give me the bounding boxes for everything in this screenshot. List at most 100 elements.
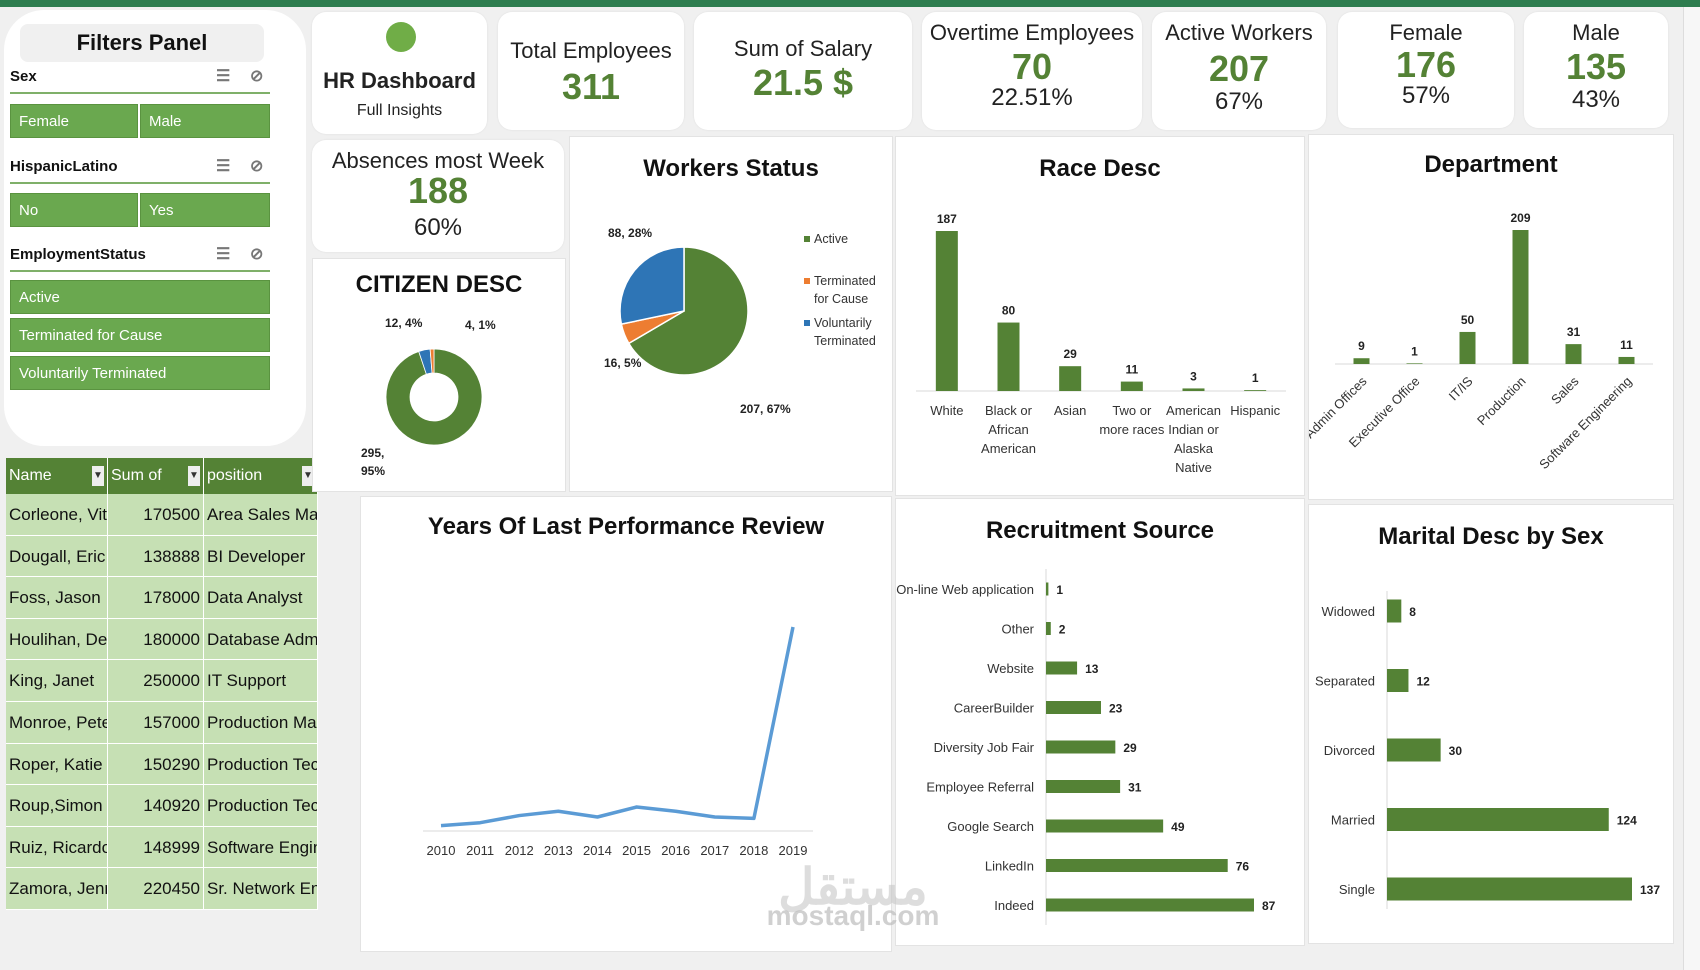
pie-slice bbox=[619, 246, 685, 326]
slicer-employment-voluntary[interactable]: Voluntarily Terminated bbox=[10, 356, 270, 390]
kpi-title: Total Employees bbox=[510, 38, 672, 63]
clear-filter-icon[interactable]: ⊘ bbox=[250, 158, 264, 175]
donut-data-label: 295, 95% bbox=[361, 446, 385, 478]
table-cell-salary: 180000 bbox=[108, 618, 204, 661]
x-tick-label: 2011 bbox=[466, 843, 494, 858]
kpi-title: Overtime Employees bbox=[929, 20, 1135, 45]
table-cell-position: Database Administrator bbox=[204, 618, 318, 661]
slicer-employment-terminated[interactable]: Terminated for Cause bbox=[10, 318, 270, 352]
legend-label: for Cause bbox=[814, 292, 868, 306]
bar bbox=[935, 231, 958, 391]
race-desc-panel: Race Desc 187 White 80 Black or African Ameri… bbox=[895, 136, 1305, 496]
table-cell-salary: 170500 bbox=[108, 494, 204, 536]
table-cell-position: BI Developer bbox=[204, 535, 318, 578]
x-tick-label: 2010 bbox=[427, 843, 456, 858]
kpi-active-workers: Active Workers 207 67% bbox=[1152, 12, 1326, 130]
table-cell-position: Software Engineer bbox=[204, 826, 318, 869]
table-row[interactable]: Zamora, Jennifer220450Sr. Network Engine… bbox=[6, 868, 318, 910]
legend-label: Voluntarily bbox=[814, 316, 872, 330]
bar bbox=[1387, 599, 1402, 623]
workers-status-panel: Workers Status 207, 67% 16, 5% 88, 28% Acti… bbox=[569, 136, 893, 492]
chart-title: CITIZEN DESC bbox=[355, 271, 523, 298]
chart-title: Race Desc bbox=[1039, 155, 1161, 182]
bar-data-label: 3 bbox=[1190, 369, 1197, 383]
table-header-salary[interactable]: Sum of Salary ▼ bbox=[108, 458, 204, 520]
series-line bbox=[440, 626, 795, 828]
bar-data-label: 2 bbox=[1059, 623, 1066, 637]
kpi-percent: 43% bbox=[1571, 86, 1621, 113]
bar-data-label: 87 bbox=[1262, 899, 1276, 913]
legend-swatch bbox=[804, 320, 810, 326]
bar-data-label: 9 bbox=[1358, 339, 1365, 353]
watermark-latin: mostaql.com bbox=[766, 900, 940, 931]
x-tick-label: 2015 bbox=[622, 843, 651, 858]
table-row[interactable]: King, Janet 250000 IT Support bbox=[6, 660, 318, 702]
y-tick-label: Indeed bbox=[994, 898, 1034, 913]
bar-data-label: 23 bbox=[1109, 702, 1123, 716]
table-row[interactable]: Dougall, Eric 138888 BI Developer bbox=[6, 535, 318, 578]
kpi-female: Female 176 57% bbox=[1338, 12, 1514, 128]
x-tick-label: American Indian or Alaska Native bbox=[1166, 403, 1221, 475]
vertical-scrollbar[interactable] bbox=[1683, 7, 1700, 970]
header-card: HR Dashboard Full Insights bbox=[312, 12, 487, 134]
x-tick-label: Asian bbox=[1054, 403, 1087, 418]
bar bbox=[1046, 859, 1228, 872]
table-cell-name: Roper, Katie bbox=[6, 743, 108, 786]
clear-filter-icon[interactable]: ⊘ bbox=[250, 246, 264, 263]
x-tick-label: Two or more races bbox=[1099, 403, 1165, 437]
table-cell-position: Production Technician II bbox=[204, 785, 318, 827]
slicer-hispanic-yes[interactable]: Yes bbox=[140, 193, 270, 227]
slicer-sex-male[interactable]: Male bbox=[140, 104, 270, 138]
multi-select-icon[interactable]: ☰ bbox=[216, 68, 231, 85]
y-tick-label: CareerBuilder bbox=[954, 701, 1035, 716]
table-row[interactable]: Foss, Jason 178000 Data Analyst bbox=[6, 577, 318, 619]
table-row[interactable]: Houlihan, Debra180000Database Administra… bbox=[6, 618, 318, 661]
dropdown-icon[interactable]: ▼ bbox=[188, 466, 200, 486]
department-panel: Department 9 Admin Offices 1 Executive Offi… bbox=[1308, 134, 1674, 500]
slicer-employment-active[interactable]: Active bbox=[10, 280, 270, 314]
x-tick-label: IT/IS bbox=[1446, 373, 1476, 403]
table-header-position[interactable]: position ▼ bbox=[204, 458, 318, 494]
multi-select-icon[interactable]: ☰ bbox=[216, 246, 231, 263]
bar-data-label: 76 bbox=[1236, 860, 1250, 874]
bar bbox=[1059, 366, 1082, 391]
x-tick-label: White bbox=[930, 403, 963, 418]
donut-data-label: 12, 4% bbox=[385, 316, 423, 330]
slicer-hispanic-no[interactable]: No bbox=[10, 193, 138, 227]
table-cell-name: King, Janet bbox=[6, 660, 108, 702]
kpi-value: 207 bbox=[1208, 48, 1270, 89]
marital-desc-chart: 8 Widowed 12 Separated 30 Divorced 124 Married 1… bbox=[1315, 591, 1660, 909]
table-header-name[interactable]: Name ▼ bbox=[6, 458, 108, 494]
bar-data-label: 1 bbox=[1056, 583, 1063, 597]
dropdown-icon[interactable]: ▼ bbox=[92, 466, 104, 486]
table-cell-name: Dougall, Eric bbox=[6, 535, 108, 578]
citizen-desc-panel: CITIZEN DESC 295, 95% 12, 4% 4, 1% bbox=[312, 258, 566, 492]
race-desc-chart: 187 White 80 Black or African American 29 Asian… bbox=[916, 212, 1286, 475]
table-cell-salary: 150290 bbox=[108, 743, 204, 786]
table-cell-position: Area Sales Manager bbox=[204, 494, 318, 536]
kpi-value: 176 bbox=[1395, 44, 1457, 85]
slicer-hispanic-header: HispanicLatino ☰ ⊘ bbox=[10, 156, 270, 184]
table-cell-salary: 140920 bbox=[108, 785, 204, 827]
chart-title: Years Of Last Performance Review bbox=[427, 513, 825, 540]
table-cell-name: Ruiz, Ricardo bbox=[6, 826, 108, 869]
kpi-value: 311 bbox=[561, 66, 621, 107]
bar-data-label: 49 bbox=[1171, 820, 1185, 834]
multi-select-icon[interactable]: ☰ bbox=[216, 158, 231, 175]
bar-data-label: 1 bbox=[1252, 371, 1259, 385]
table-cell-salary: 157000 bbox=[108, 702, 204, 744]
table-header-position-label: position bbox=[207, 467, 263, 484]
slicer-sex-female[interactable]: Female bbox=[10, 104, 138, 138]
clear-filter-icon[interactable]: ⊘ bbox=[250, 68, 264, 85]
bar bbox=[1387, 669, 1409, 692]
marital-desc-panel: Marital Desc by Sex 8 Widowed 12 Separated 3… bbox=[1308, 504, 1674, 944]
pie-data-label: 207, 67% bbox=[740, 402, 791, 416]
dropdown-icon[interactable]: ▼ bbox=[302, 466, 314, 486]
slicer-sex-label: Sex bbox=[10, 68, 37, 85]
